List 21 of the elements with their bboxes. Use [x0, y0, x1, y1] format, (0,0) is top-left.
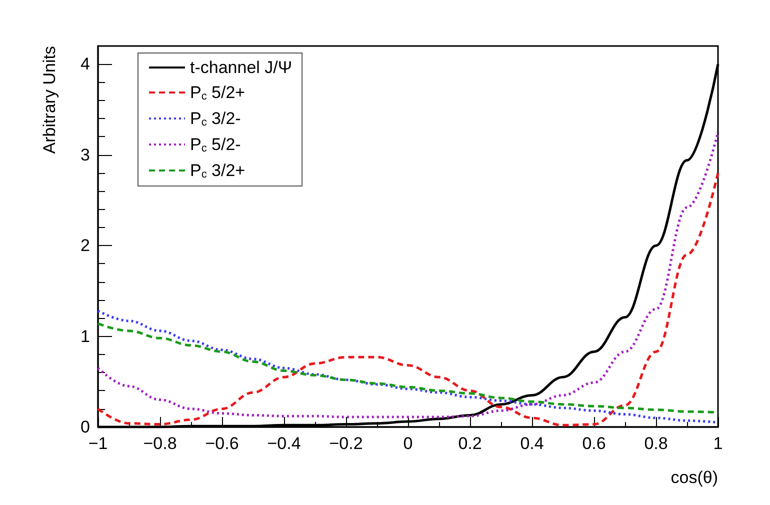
x-tick-label: −0.6: [205, 434, 239, 453]
y-tick-label: 4: [80, 54, 90, 74]
x-tick-label: −0.2: [329, 434, 363, 453]
x-tick-label: 0.8: [644, 434, 668, 453]
x-tick-label: −0.8: [143, 434, 177, 453]
x-tick-label: 0.6: [582, 434, 606, 453]
y-tick-label: 2: [80, 236, 90, 256]
x-tick-label: −0.4: [267, 434, 301, 453]
x-tick-label: 0: [403, 434, 413, 453]
x-tick-label: −1: [88, 434, 108, 453]
x-tick-label: 0.2: [458, 434, 482, 453]
x-tick-label: 0.4: [520, 434, 544, 453]
line-series: [96, 130, 720, 418]
legend-label: t-channel J/Ψ: [190, 58, 292, 77]
y-tick-label: 0: [80, 418, 90, 436]
y-tick-label: 3: [80, 145, 90, 164]
y-axis-title: Arbitrary Units: [40, 46, 59, 154]
x-axis-title: cos(θ): [670, 468, 718, 487]
line-series: [96, 322, 720, 414]
y-tick-label: 1: [80, 326, 90, 346]
x-tick-label: 1: [713, 434, 723, 453]
